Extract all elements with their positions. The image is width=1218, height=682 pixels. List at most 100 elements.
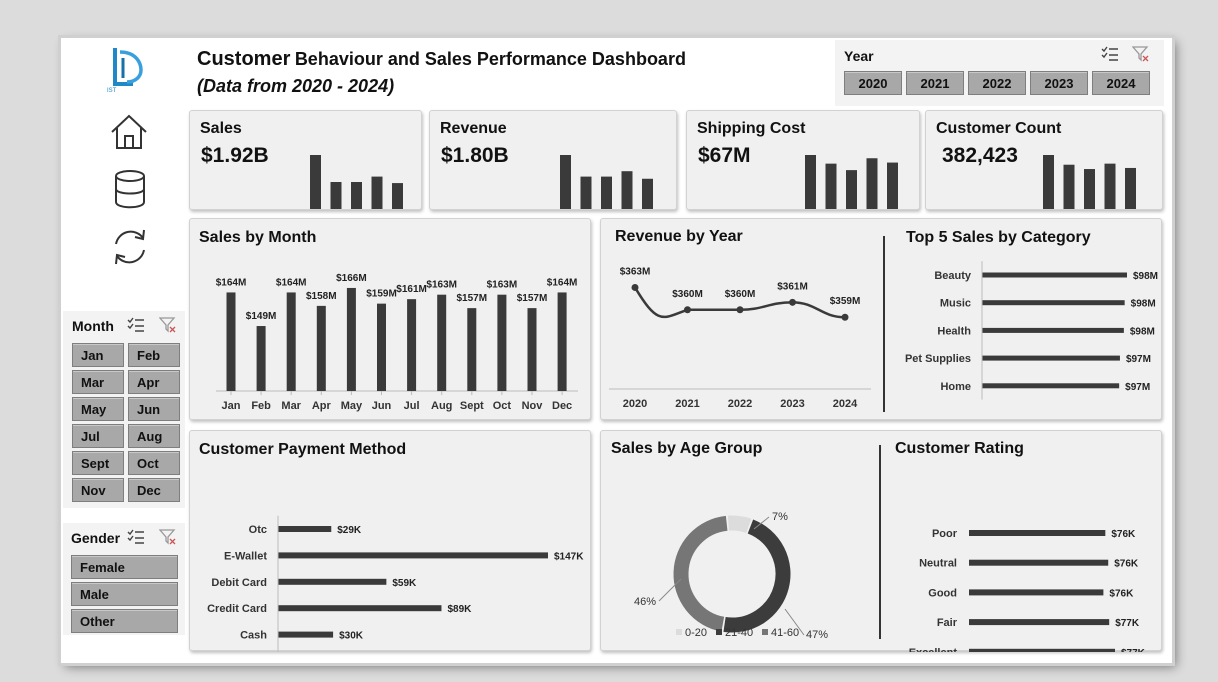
month-button-sept[interactable]: Sept [72, 451, 124, 475]
multi-select-icon[interactable] [127, 317, 145, 338]
kpi-spark-bar [601, 176, 612, 209]
month-button-nov[interactable]: Nov [72, 478, 124, 502]
multi-select-icon[interactable] [1101, 46, 1119, 67]
hbar [969, 648, 1115, 652]
kpi-value: $67M [698, 144, 751, 167]
year-button-2022[interactable]: 2022 [968, 71, 1026, 95]
month-button-feb[interactable]: Feb [128, 343, 180, 367]
kpi-spark-bar [330, 182, 342, 209]
kpi-card-3: Customer Count 382,423 [925, 110, 1163, 210]
month-button-dec[interactable]: Dec [128, 478, 180, 502]
revenue-point-label: $359M [830, 296, 861, 307]
month-button-may[interactable]: May [72, 397, 124, 421]
month-button-jun[interactable]: Jun [128, 397, 180, 421]
year-button-2021[interactable]: 2021 [906, 71, 964, 95]
hbar-value-label: $59K [392, 578, 417, 589]
bar-category-label: Beauty [934, 270, 972, 282]
donut-slice [723, 519, 791, 633]
bar-category-label: Debit Card [211, 577, 267, 589]
gender-slicer-title: Gender [71, 530, 121, 546]
year-button-2023[interactable]: 2023 [1030, 71, 1088, 95]
gender-button-male[interactable]: Male [71, 582, 178, 606]
year-tick-label: 2023 [780, 398, 804, 410]
gender-button-female[interactable]: Female [71, 555, 178, 579]
hbar-value-label: $30K [339, 631, 364, 642]
month-button-jan[interactable]: Jan [72, 343, 124, 367]
multi-select-icon[interactable] [127, 529, 145, 550]
donut-label: 7% [772, 511, 788, 523]
bar-category-label: Excellent [909, 647, 958, 652]
hbar-value-label: $98M [1131, 299, 1156, 310]
bar-category-label: Good [928, 587, 957, 599]
legend-label: 41-60 [771, 627, 799, 639]
clear-filter-icon[interactable] [1131, 46, 1150, 67]
clear-filter-icon[interactable] [158, 529, 177, 550]
hbar-value-label: $147K [554, 551, 584, 562]
revenue-point-label: $363M [620, 266, 651, 277]
legend-swatch [762, 629, 768, 635]
bar-category-label: Music [940, 298, 971, 310]
kpi-sparkline [310, 155, 403, 209]
kpi-value: 382,423 [942, 144, 1018, 167]
hbar [969, 559, 1109, 566]
bar-category-label: Health [937, 325, 971, 337]
payment-method-title: Customer Payment Method [199, 441, 407, 458]
hbar-value-label: $76K [1111, 529, 1136, 540]
kpi-spark-bar [642, 178, 653, 209]
database-icon[interactable] [113, 169, 147, 209]
revenue-by-year-title: Revenue by Year [615, 228, 743, 245]
legend-swatch [676, 629, 682, 635]
kpi-spark-bar [1063, 164, 1075, 209]
revenue-point [841, 313, 849, 321]
year-slicer-title: Year [844, 48, 874, 64]
home-icon[interactable] [109, 112, 149, 152]
hbar [278, 605, 442, 612]
month-button-oct[interactable]: Oct [128, 451, 180, 475]
hbar-value-label: $76K [1114, 559, 1139, 570]
donut-leader-line [784, 608, 805, 636]
hbar-value-label: $98M [1130, 326, 1155, 337]
year-button-2024[interactable]: 2024 [1092, 71, 1150, 95]
kpi-spark-bar [580, 176, 592, 209]
kpi-spark-bar [371, 176, 383, 209]
kpi-spark-bar [1104, 163, 1116, 209]
kpi-spark-bar [866, 158, 878, 209]
month-button-apr[interactable]: Apr [128, 370, 180, 394]
revenue-point [631, 283, 639, 291]
month-bar [527, 308, 537, 391]
month-bar-label: $164M [547, 277, 578, 288]
revenue-point [684, 306, 691, 314]
month-bar [467, 308, 477, 391]
hbar [969, 589, 1104, 596]
month-bar-label: $164M [276, 277, 307, 288]
month-bar [377, 303, 386, 391]
month-bar [316, 305, 326, 391]
kpi-value: $1.92B [201, 144, 269, 167]
month-tick-label: Aug [431, 400, 452, 412]
title-prefix: Customer [197, 48, 291, 70]
refresh-icon[interactable] [110, 226, 150, 268]
revenue-point-label: $360M [672, 289, 703, 300]
month-tick-label: Oct [493, 400, 512, 412]
month-button-aug[interactable]: Aug [128, 424, 180, 448]
month-button-mar[interactable]: Mar [72, 370, 124, 394]
month-button-jul[interactable]: Jul [72, 424, 124, 448]
donut-label: 46% [634, 596, 656, 608]
sales-by-month-card: Sales by Month $164M Jan $149M Feb $164M Mar $… [189, 218, 591, 420]
sales-by-month-title: Sales by Month [199, 229, 317, 246]
clear-filter-icon[interactable] [158, 317, 177, 338]
kpi-sparkline [1043, 155, 1136, 209]
title-rest: Behaviour and Sales Performance Dashboar… [294, 49, 686, 69]
month-tick-label: Jul [404, 400, 420, 412]
month-bar [497, 294, 507, 391]
month-bar-label: $164M [216, 277, 247, 288]
month-bar-label: $163M [487, 280, 518, 291]
kpi-card-2: Shipping Cost $67M [686, 110, 920, 210]
year-button-2020[interactable]: 2020 [844, 71, 902, 95]
age-group-title: Sales by Age Group [611, 440, 763, 457]
month-bar [437, 294, 447, 391]
gender-button-other[interactable]: Other [71, 609, 178, 633]
year-tick-label: 2020 [623, 398, 647, 410]
hbar [982, 327, 1124, 333]
revenue-point-label: $361M [777, 281, 808, 292]
